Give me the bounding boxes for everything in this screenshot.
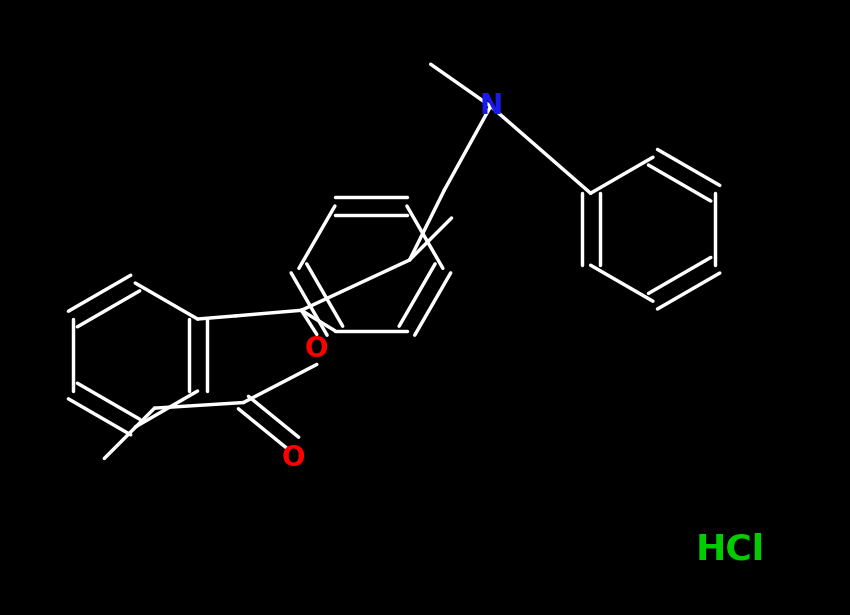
Text: N: N: [479, 92, 502, 120]
Text: HCl: HCl: [695, 533, 764, 567]
Text: O: O: [305, 335, 329, 363]
Text: O: O: [282, 445, 305, 472]
